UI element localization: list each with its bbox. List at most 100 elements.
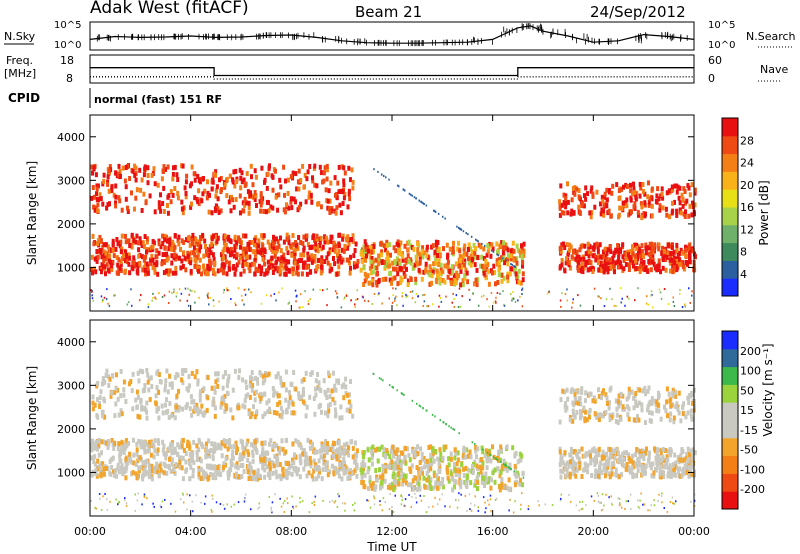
echo-cell (172, 467, 176, 472)
echo-cell (659, 269, 662, 275)
echo-cell (378, 467, 381, 473)
echo-cell (324, 410, 327, 416)
echo-cell (659, 474, 663, 480)
echo-cell (614, 467, 618, 473)
echo-cell (205, 463, 209, 469)
echo-cell (194, 290, 196, 293)
echo-cell (384, 468, 388, 474)
echo-cell (309, 192, 313, 198)
echo-cell (678, 473, 682, 479)
echo-cell (638, 193, 642, 199)
echo-cell (162, 270, 166, 276)
echo-cell (244, 393, 248, 399)
echo-cell (196, 242, 200, 247)
echo-cell (462, 262, 466, 268)
echo-cell (315, 449, 319, 455)
echo-cell (655, 451, 659, 457)
echo-cell (675, 189, 679, 195)
echo-cell (108, 164, 112, 170)
echo-cell (250, 174, 253, 180)
echo-cell (100, 269, 103, 275)
echo-cell (418, 475, 421, 481)
echo-cell (626, 249, 630, 255)
echo-cell (511, 445, 515, 451)
echo-cell (121, 446, 125, 452)
freq-panel: Freq. [MHz] 18 8 60 0 Nave (4, 54, 788, 85)
echo-cell (485, 458, 489, 464)
echo-cell (602, 254, 606, 260)
echo-cell (190, 164, 194, 170)
colorbar-cell (722, 135, 738, 155)
nsky-series-line (89, 25, 695, 44)
echo-cell (573, 414, 577, 420)
echo-cell (247, 205, 251, 211)
echo-cell (110, 390, 114, 396)
echo-cell (486, 269, 490, 275)
echo-cell (629, 182, 632, 188)
echo-cell (288, 390, 291, 396)
echo-cell (136, 413, 140, 419)
echo-cell (620, 506, 623, 509)
colorbar-cell (722, 207, 738, 226)
echo-cell (157, 200, 161, 206)
echo-cell (226, 446, 230, 452)
echo-cell (353, 467, 357, 473)
echo-cell (235, 262, 239, 268)
echo-cell (183, 185, 187, 191)
echo-cell (140, 294, 142, 297)
echo-cell (95, 249, 99, 255)
echo-cell (229, 407, 233, 413)
echo-cell (221, 262, 225, 268)
echo-cell (583, 461, 587, 467)
echo-cell (495, 241, 499, 247)
echo-cell (647, 259, 651, 264)
echo-cell (184, 191, 188, 196)
echo-cell (113, 413, 117, 419)
echo-cell (168, 237, 171, 243)
echo-cell (663, 288, 666, 290)
echo-cell (410, 463, 414, 469)
echo-cell (410, 193, 412, 196)
echo-cell (371, 481, 375, 487)
echo-cell (661, 265, 665, 271)
echo-cell (136, 370, 140, 376)
echo-cell (117, 163, 121, 169)
echo-cell (589, 457, 593, 463)
echo-cell (165, 257, 169, 263)
echo-cell (417, 295, 419, 298)
echo-cell (213, 234, 217, 240)
echo-cell (173, 446, 177, 452)
echo-cell (480, 263, 484, 269)
echo-cell (369, 245, 373, 251)
echo-cell (668, 260, 672, 266)
echo-cell (299, 459, 303, 465)
echo-cell (615, 305, 617, 307)
echo-cell (184, 405, 188, 410)
echo-cell (689, 413, 693, 419)
echo-cell (173, 291, 175, 294)
echo-cell (119, 239, 123, 245)
echo-cell (124, 233, 127, 239)
echo-cell (580, 389, 584, 395)
echo-cell (600, 297, 602, 300)
echo-cell (460, 264, 464, 270)
echo-cell (97, 438, 101, 443)
echo-cell (483, 453, 487, 459)
echo-cell (294, 171, 298, 177)
echo-cell (301, 240, 305, 246)
echo-cell (155, 248, 159, 254)
echo-cell (175, 452, 179, 457)
echo-cell (417, 466, 421, 472)
echo-cell (310, 370, 314, 376)
echo-cell (436, 483, 440, 489)
y-tick-label: 3000 (57, 174, 85, 187)
echo-cell (468, 288, 470, 291)
echo-cell (264, 209, 268, 215)
echo-cell (286, 177, 290, 183)
echo-cell (151, 299, 153, 302)
echo-cell (296, 467, 300, 473)
echo-cell (420, 200, 422, 203)
echo-cell (610, 471, 614, 477)
echo-cell (405, 257, 409, 263)
echo-cell (437, 262, 441, 267)
